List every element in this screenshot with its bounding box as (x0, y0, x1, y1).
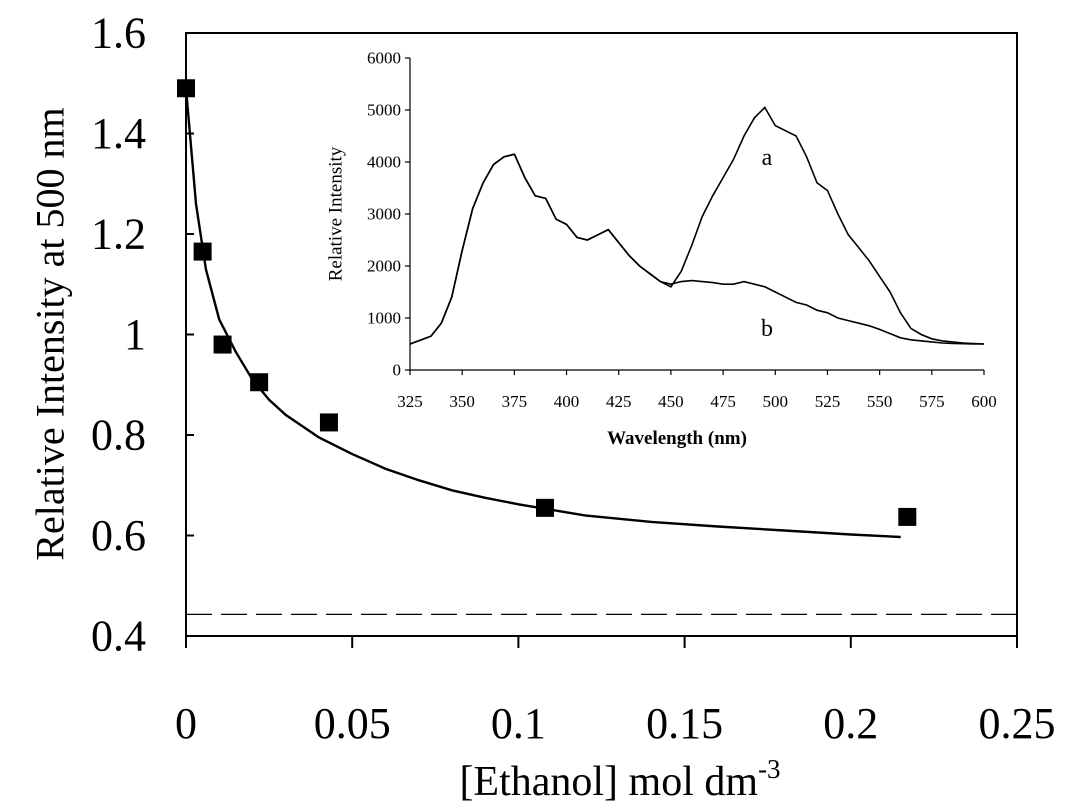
main-y-tick-label: 0.4 (91, 612, 146, 661)
data-point-marker (177, 79, 195, 98)
spectrum-b-label: b (761, 316, 773, 342)
inset-y-axis-label: Relative Intensity (326, 146, 347, 281)
main-y-tick-label: 0.6 (91, 511, 146, 560)
inset-x-axis-label: Wavelength (nm) (607, 428, 747, 449)
main-x-axis-label-text: [Ethanol] mol dm (459, 759, 758, 805)
main-y-tick-label: 1 (124, 310, 146, 359)
data-point-marker (213, 335, 232, 354)
data-point-marker (319, 413, 338, 432)
inset-x-tick-label: 425 (606, 392, 632, 411)
inset-x-tick-label: 350 (449, 392, 475, 411)
main-x-tick-label: 0.2 (823, 699, 878, 748)
main-x-tick-label: 0.15 (646, 699, 723, 748)
main-x-tick-label: 0.05 (314, 699, 391, 748)
main-x-tick-labels: 0 0.05 0.1 0.15 0.2 0.25 (175, 636, 1056, 748)
data-points (177, 79, 917, 526)
inset-background (410, 58, 984, 370)
main-x-axis-label-superscript: -3 (758, 754, 781, 784)
inset-x-tick-label: 500 (763, 392, 789, 411)
inset-x-tick-label: 550 (867, 392, 893, 411)
data-point-marker (193, 242, 212, 261)
main-x-tick-label: 0.25 (979, 699, 1056, 748)
inset-x-tick-label: 475 (710, 392, 736, 411)
main-x-tick-label: 0.1 (491, 699, 546, 748)
inset-y-tick-label: 6000 (367, 49, 401, 68)
inset-y-tick-label: 0 (393, 361, 402, 380)
inset-y-ticks: 0 1000 2000 3000 4000 5000 6000 (367, 49, 410, 380)
inset-x-tick-label: 450 (658, 392, 684, 411)
main-chart: 0.40.60.811.21.41.6 0 0.05 0.1 0.15 0.2 0.25 … (28, 9, 1056, 806)
main-y-tick-label: 1.2 (91, 210, 146, 259)
data-point-marker (250, 373, 269, 392)
inset-y-tick-label: 1000 (367, 309, 401, 328)
spectrum-a-label: a (762, 145, 773, 171)
inset-y-tick-label: 2000 (367, 257, 401, 276)
inset-y-tick-label: 3000 (367, 205, 401, 224)
inset-x-tick-label: 400 (554, 392, 580, 411)
main-y-tick-label: 1.4 (91, 109, 146, 158)
main-y-tick-label: 1.6 (91, 9, 146, 58)
inset-x-tick-label: 325 (397, 392, 423, 411)
data-point-marker (898, 507, 917, 526)
spectrum-b-line (409, 153, 984, 345)
data-point-marker (535, 498, 554, 517)
main-y-tick-labels: 0.4 0.6 0.8 1 1.2 1.4 1.6 (91, 9, 194, 661)
inset-y-tick-label: 5000 (367, 101, 401, 120)
inset-x-tick-label: 525 (815, 392, 841, 411)
inset-chart: 0 1000 2000 3000 4000 5000 6000 325 350 375 400 42… (326, 49, 997, 450)
inset-x-tick-label: 375 (502, 392, 528, 411)
inset-x-ticks: 325 350 375 400 425 450 475 500 525 550 575 600 (397, 370, 997, 411)
inset-y-tick-label: 4000 (367, 153, 401, 172)
inset-x-tick-label: 600 (971, 392, 997, 411)
fit-curve (184, 88, 901, 539)
main-y-tick-label: 0.8 (91, 411, 146, 460)
main-y-axis-label: Relative Intensity at 500 nm (28, 107, 73, 560)
main-x-tick-label: 0 (175, 699, 197, 748)
main-x-axis-label: [Ethanol] mol dm-3 (459, 754, 780, 805)
inset-x-tick-label: 575 (919, 392, 945, 411)
